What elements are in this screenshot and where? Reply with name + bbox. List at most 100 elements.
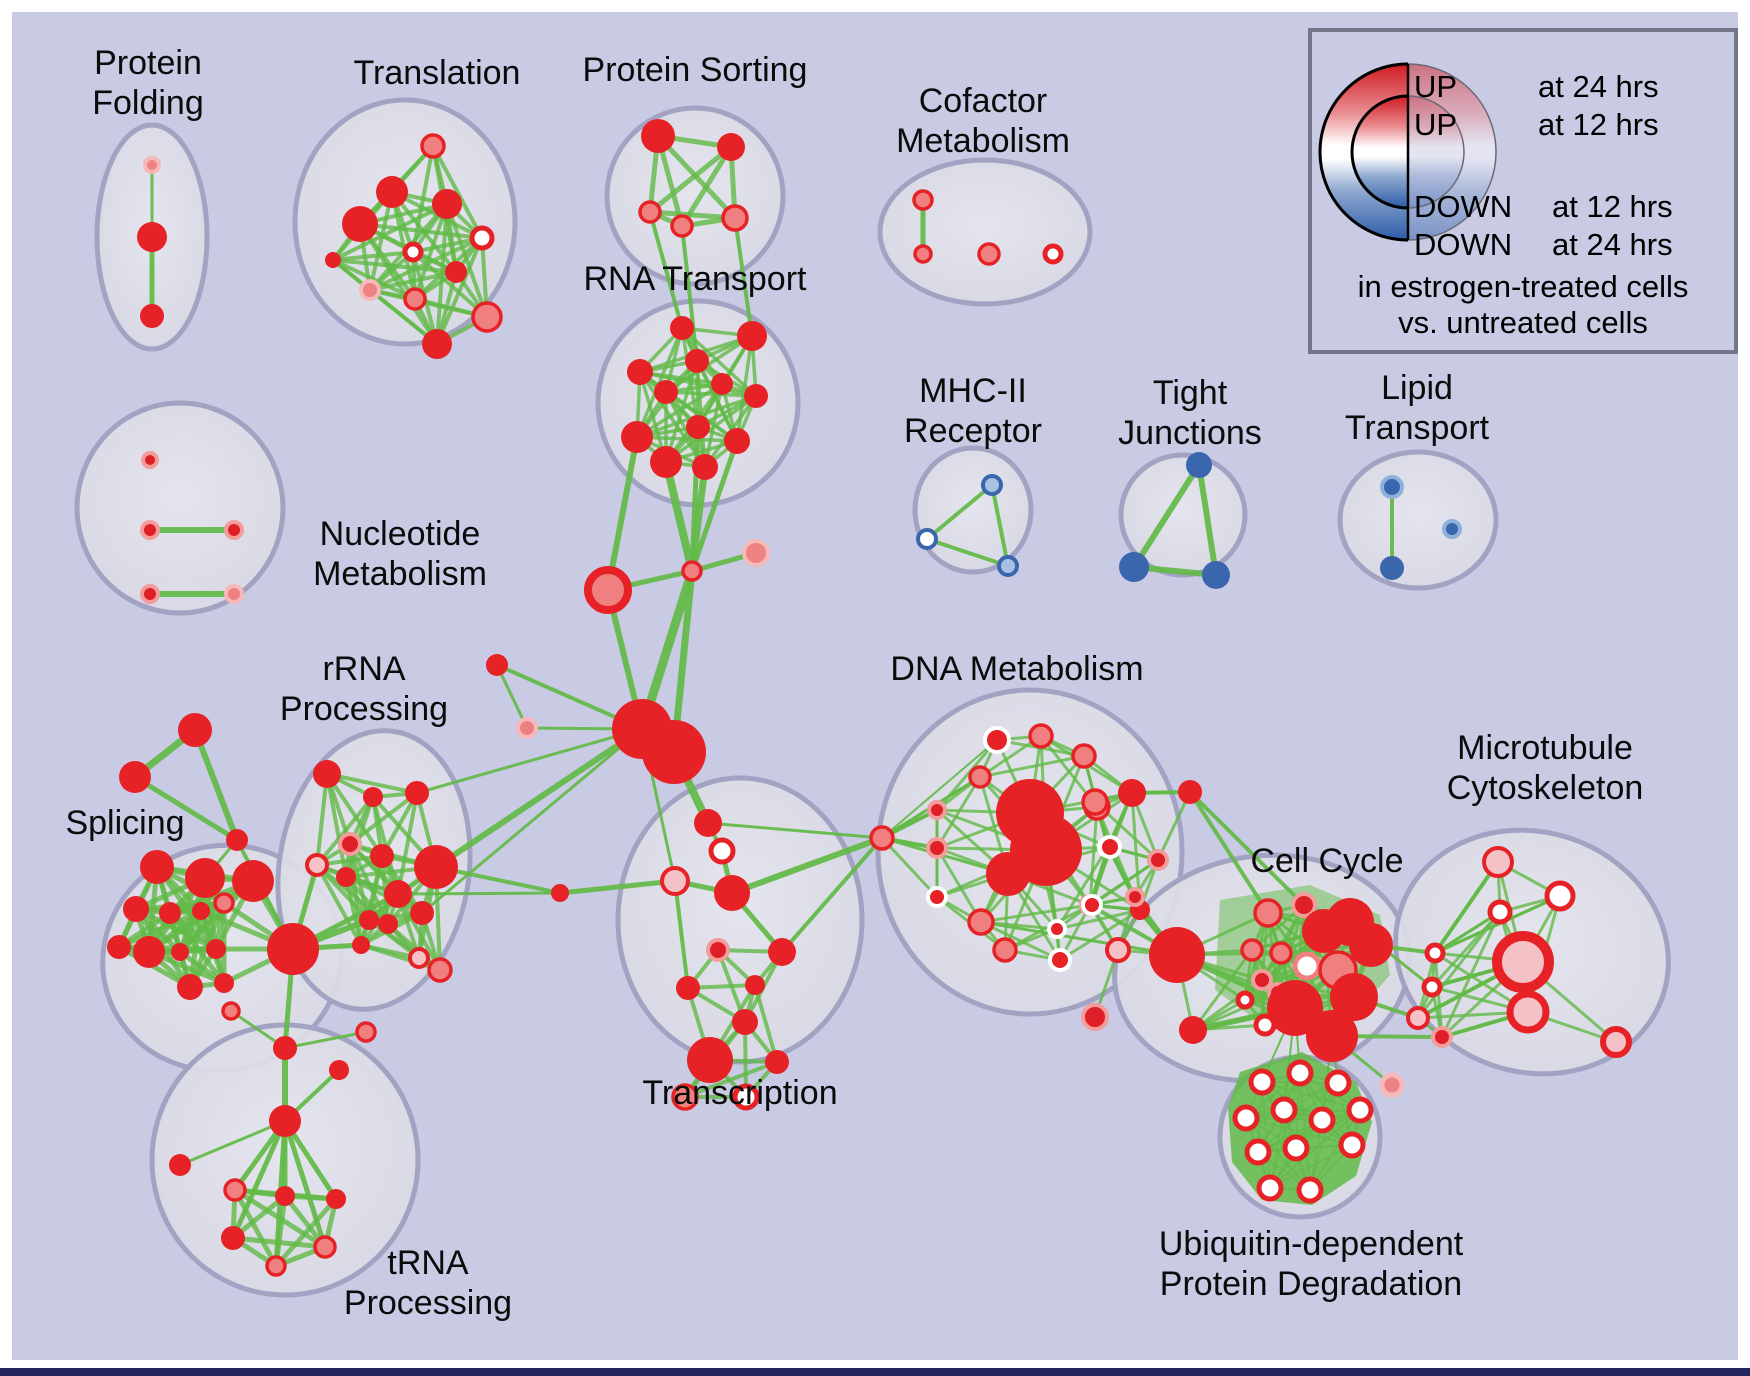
gene-node-tj1 <box>1186 452 1212 478</box>
gene-node-cc15 <box>1269 941 1293 965</box>
gene-node-j1 <box>681 560 703 582</box>
gene-node-mw1 <box>1424 942 1446 964</box>
gene-node-tx5 <box>869 825 895 851</box>
edge <box>979 903 1092 924</box>
gene-node-t7 <box>445 261 467 283</box>
edge <box>368 190 394 292</box>
gene-node-tn3 <box>326 1189 346 1209</box>
edge <box>315 795 375 867</box>
gene-node-s3 <box>638 200 662 224</box>
gene-node-cc24 <box>1267 980 1323 1036</box>
gene-node-rr15 <box>427 957 453 983</box>
gene-node-mt2 <box>1544 880 1576 912</box>
edge <box>1269 1072 1301 1189</box>
gene-node-ub9 <box>1244 1138 1272 1166</box>
edge <box>1188 790 1306 907</box>
cluster-ellipse-lipid-transport <box>1337 449 1499 591</box>
gene-node-dn10 <box>926 837 948 859</box>
gene-node-sp13 <box>232 860 274 902</box>
gene-node-cc7 <box>1081 1003 1109 1031</box>
figure-edge-bar <box>0 1368 1750 1376</box>
gene-node-tx11 <box>732 1009 758 1035</box>
gene-node-tc2 <box>273 1036 297 1060</box>
gene-node-rt3 <box>627 359 653 385</box>
edge <box>1055 845 1110 931</box>
gene-node-t8 <box>359 279 381 301</box>
gene-node-pf3 <box>140 304 164 328</box>
gene-node-sp3 <box>123 896 149 922</box>
gene-node-ub1 <box>1248 1068 1276 1096</box>
cluster-label-trna-processing: tRNA <box>387 1244 469 1282</box>
network-nodes <box>107 119 1632 1277</box>
gene-node-ub5 <box>1232 1104 1260 1132</box>
edge <box>925 537 1010 568</box>
legend-up24-dir: UP <box>1414 69 1457 104</box>
gene-node-tx6 <box>551 884 569 902</box>
legend-caption-line2: vs. untreated cells <box>1398 305 1648 340</box>
gene-node-tj2 <box>1119 552 1149 582</box>
gene-node-ub4 <box>1346 1096 1374 1124</box>
gene-node-dn11 <box>926 886 948 908</box>
gene-node-tx12 <box>687 1037 733 1083</box>
gene-node-c4 <box>1042 243 1064 265</box>
gene-node-cc1 <box>1081 788 1109 816</box>
edge <box>331 258 439 346</box>
gene-node-rr2 <box>363 787 383 807</box>
edge <box>1433 894 1562 955</box>
gene-node-tiso <box>169 1154 191 1176</box>
gene-node-tx3 <box>660 866 690 896</box>
edge <box>282 1118 328 1250</box>
gene-node-tx4 <box>714 875 750 911</box>
gene-node-tx13 <box>671 1083 699 1111</box>
gene-node-dn12 <box>967 908 995 936</box>
cluster-label-tight-junctions: Junctions <box>1118 414 1262 452</box>
gene-node-rt8 <box>621 421 653 453</box>
legend-up12-time: at 12 hrs <box>1538 107 1659 142</box>
gene-node-tx10 <box>768 938 796 966</box>
gene-node-dn5 <box>927 800 947 820</box>
edge <box>1433 910 1502 955</box>
gene-node-rr7 <box>370 844 394 868</box>
gene-node-ub8 <box>1338 1131 1366 1159</box>
gene-node-rr5 <box>305 853 329 877</box>
edge <box>116 908 204 950</box>
gene-node-ub6 <box>1270 1096 1298 1124</box>
gene-node-tc3 <box>329 1060 349 1080</box>
cluster-label-rrna-processing: rRNA <box>322 650 405 688</box>
gene-node-s2 <box>717 133 745 161</box>
edge <box>1156 790 1192 862</box>
edge <box>638 370 707 469</box>
gene-node-t12 <box>325 252 341 268</box>
gene-node-t3 <box>432 189 462 219</box>
gene-node-rr11 <box>378 914 398 934</box>
gene-node-sp11 <box>177 974 203 1000</box>
legend-inner-left-arc <box>1350 94 1409 210</box>
gene-node-tn5 <box>313 1235 337 1259</box>
gene-node-rr8 <box>414 845 458 889</box>
gene-node-mt1 <box>1482 846 1514 878</box>
cluster-label-cofactor-metabolism: Metabolism <box>896 122 1070 160</box>
edge <box>978 754 1086 779</box>
gene-node-s1 <box>641 119 675 153</box>
cluster-label-cell-cycle: Cell Cycle <box>1250 842 1403 880</box>
gene-node-ub12 <box>1296 1176 1324 1204</box>
cluster-label-trna-processing: Processing <box>344 1284 512 1322</box>
edge <box>683 1060 779 1099</box>
gene-node-sp12 <box>214 973 234 993</box>
edge <box>358 222 484 240</box>
edge <box>283 1030 368 1050</box>
legend-down12-dir: DOWN <box>1414 189 1512 224</box>
edge <box>344 875 363 947</box>
gene-node-lp2 <box>1380 556 1404 580</box>
gene-node-rt9 <box>686 415 710 439</box>
gene-node-t4 <box>342 206 378 242</box>
gene-node-ub7 <box>1308 1106 1336 1134</box>
cluster-label-nucleotide-metabolism: Nucleotide <box>320 515 481 553</box>
gene-node-ub3 <box>1324 1069 1352 1097</box>
edge <box>1257 1109 1361 1153</box>
cluster-label-mhc2-receptor: Receptor <box>904 412 1042 450</box>
edge <box>689 424 701 574</box>
gene-node-tx8 <box>706 938 730 962</box>
edge <box>1433 860 1500 955</box>
edge <box>664 394 758 464</box>
